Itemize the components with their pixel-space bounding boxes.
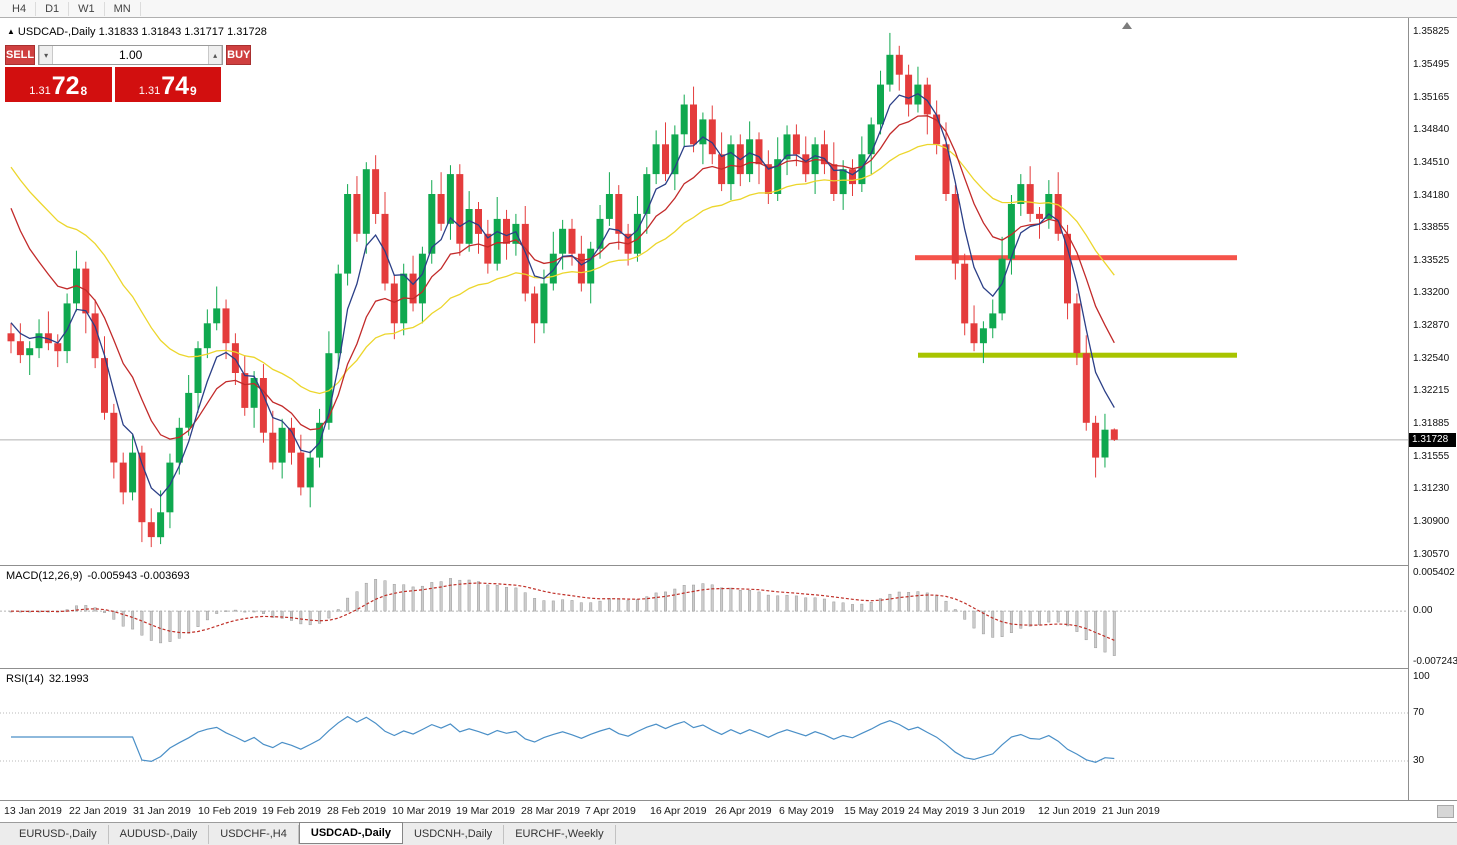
tab-usdcnh-daily[interactable]: USDCNH-,Daily (403, 824, 505, 844)
buy-price-point: 9 (190, 84, 197, 98)
symbol-tab-bar: EURUSD-,Daily AUDUSD-,Daily USDCHF-,H4 U… (0, 822, 1457, 845)
timeframe-mn-button[interactable]: MN (105, 1, 141, 16)
macd-values: -0.005943 -0.003693 (87, 570, 190, 582)
chart-symbol-label: USDCAD-,Daily (17, 26, 96, 38)
price-tick: 1.35825 (1413, 26, 1450, 37)
rsi-svg[interactable] (0, 669, 1408, 800)
macd-name: MACD(12,26,9) (6, 570, 83, 582)
volume-up-icon[interactable]: ▴ (208, 46, 223, 64)
macd-tick: 0.00 (1413, 605, 1433, 616)
time-label: 24 May 2019 (908, 805, 969, 817)
tab-usdchf-h4[interactable]: USDCHF-,H4 (209, 824, 299, 844)
time-label: 28 Feb 2019 (327, 805, 386, 817)
volume-input[interactable] (53, 46, 209, 64)
price-axis[interactable]: 1.35825 1.35495 1.35165 1.34840 1.34510 1.341… (1408, 18, 1457, 800)
chart-shift-marker-icon[interactable] (1122, 22, 1132, 29)
buy-price-pips: 74 (161, 72, 190, 100)
time-label: 28 Mar 2019 (521, 805, 580, 817)
macd-panel[interactable]: MACD(12,26,9) -0.005943 -0.003693 (0, 565, 1408, 668)
timeframe-d1-button[interactable]: D1 (36, 1, 70, 16)
macd-tick: -0.007243 (1413, 656, 1457, 667)
price-tick: 1.33525 (1413, 255, 1450, 266)
time-label: 7 Apr 2019 (585, 805, 636, 817)
rsi-name: RSI(14) (6, 673, 44, 685)
chart-title: ▲ USDCAD-,Daily 1.31833 1.31843 1.31717 1… (7, 26, 267, 38)
current-price-badge: 1.31728 (1409, 433, 1456, 447)
price-tick: 1.33855 (1413, 222, 1450, 233)
price-tick: 1.35495 (1413, 59, 1450, 70)
sell-price-box[interactable]: 1.31 72 8 (5, 67, 112, 102)
main-chart-panel[interactable]: ▲ USDCAD-,Daily 1.31833 1.31843 1.31717 1… (0, 18, 1408, 565)
price-tick: 1.30570 (1413, 549, 1450, 560)
time-label: 22 Jan 2019 (69, 805, 127, 817)
time-label: 16 Apr 2019 (650, 805, 707, 817)
time-label: 19 Mar 2019 (456, 805, 515, 817)
collapse-icon[interactable]: ▲ (7, 27, 15, 36)
time-label: 10 Mar 2019 (392, 805, 451, 817)
rsi-tick: 100 (1413, 671, 1430, 682)
buy-price-main: 1.31 (138, 85, 161, 97)
timeframe-w1-button[interactable]: W1 (69, 1, 105, 16)
price-tick: 1.34840 (1413, 124, 1450, 135)
sell-price-main: 1.31 (29, 85, 51, 97)
one-click-trading-panel: SELL ▾ ▴ BUY 1.31 72 8 1.31 74 9 (5, 45, 252, 102)
price-tick: 1.31555 (1413, 451, 1450, 462)
price-tick: 1.31885 (1413, 418, 1450, 429)
time-label: 26 Apr 2019 (715, 805, 772, 817)
axis-corner (1437, 805, 1454, 818)
buy-price-box[interactable]: 1.31 74 9 (114, 67, 221, 102)
price-tick: 1.34510 (1413, 157, 1450, 168)
price-tick: 1.31230 (1413, 483, 1450, 494)
tab-usdcad-daily[interactable]: USDCAD-,Daily (298, 822, 403, 844)
price-tick: 1.34180 (1413, 190, 1450, 201)
main-chart-svg[interactable] (0, 18, 1408, 565)
time-axis[interactable]: 13 Jan 2019 22 Jan 2019 31 Jan 2019 10 Feb … (0, 800, 1457, 822)
buy-button[interactable]: BUY (226, 45, 252, 65)
time-label: 31 Jan 2019 (133, 805, 191, 817)
time-label: 21 Jun 2019 (1102, 805, 1160, 817)
time-label: 10 Feb 2019 (198, 805, 257, 817)
price-tick: 1.30900 (1413, 516, 1450, 527)
chart-ohlc-values: 1.31833 1.31843 1.31717 1.31728 (98, 26, 267, 38)
timeframe-toolbar: H4 D1 W1 MN (0, 0, 1457, 18)
rsi-label: RSI(14) 32.1993 (6, 673, 89, 685)
price-tick: 1.32540 (1413, 353, 1450, 364)
price-tick: 1.35165 (1413, 92, 1450, 103)
rsi-panel[interactable]: RSI(14) 32.1993 (0, 668, 1408, 800)
rsi-value: 32.1993 (48, 673, 89, 685)
tab-eurchf-weekly[interactable]: EURCHF-,Weekly (504, 824, 616, 844)
tab-audusd-daily[interactable]: AUDUSD-,Daily (109, 824, 210, 844)
price-tick: 1.32215 (1413, 385, 1450, 396)
rsi-tick: 30 (1413, 755, 1425, 766)
price-tick: 1.33200 (1413, 287, 1450, 298)
volume-down-icon[interactable]: ▾ (39, 46, 54, 64)
time-label: 6 May 2019 (779, 805, 834, 817)
price-tick: 1.32870 (1413, 320, 1450, 331)
time-label: 3 Jun 2019 (973, 805, 1025, 817)
time-label: 12 Jun 2019 (1038, 805, 1096, 817)
time-label: 13 Jan 2019 (4, 805, 62, 817)
tab-eurusd-daily[interactable]: EURUSD-,Daily (8, 824, 109, 844)
sell-price-pips: 72 (51, 72, 80, 100)
timeframe-h4-button[interactable]: H4 (3, 1, 37, 16)
sell-button[interactable]: SELL (5, 45, 36, 65)
volume-stepper[interactable]: ▾ ▴ (38, 45, 224, 65)
time-label: 15 May 2019 (844, 805, 905, 817)
sell-price-point: 8 (80, 84, 88, 98)
macd-svg[interactable] (0, 566, 1408, 668)
macd-tick: 0.005402 (1413, 567, 1455, 578)
rsi-tick: 70 (1413, 707, 1425, 718)
time-label: 19 Feb 2019 (262, 805, 321, 817)
macd-label: MACD(12,26,9) -0.005943 -0.003693 (6, 570, 190, 582)
